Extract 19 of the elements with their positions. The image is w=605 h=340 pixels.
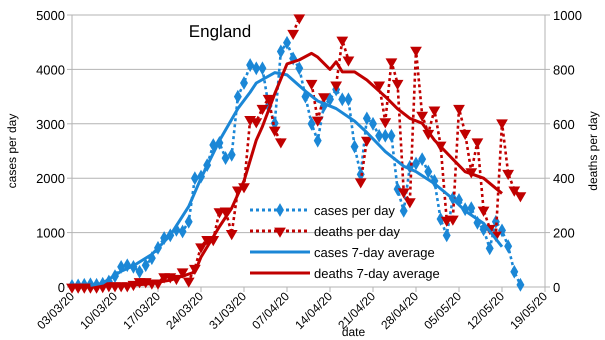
y-tick-label: 4000	[36, 62, 65, 78]
y-tick-label: 3000	[36, 116, 65, 132]
y2-tick-label: 600	[553, 116, 575, 132]
y-axis-title: cases per day	[5, 114, 19, 188]
y-tick-label: 5000	[36, 8, 65, 23]
y2-tick-label: 400	[553, 171, 575, 186]
legend-label: cases 7-day average	[314, 245, 435, 260]
y2-axis-title: deaths per day	[586, 111, 600, 191]
chart-title: England	[188, 22, 252, 41]
legend-label: cases per day	[314, 203, 396, 218]
y2-tick-label: 800	[553, 62, 575, 78]
y-tick-label: 1000	[36, 226, 65, 241]
legend-label: deaths per day	[314, 224, 401, 239]
y-tick-label: 2000	[36, 171, 65, 186]
y2-tick-label: 1000	[553, 8, 582, 23]
y-tick-label: 0	[58, 280, 65, 295]
legend-label: deaths 7-day average	[314, 266, 440, 281]
y2-tick-label: 200	[553, 226, 575, 241]
y2-tick-label: 0	[553, 280, 560, 295]
